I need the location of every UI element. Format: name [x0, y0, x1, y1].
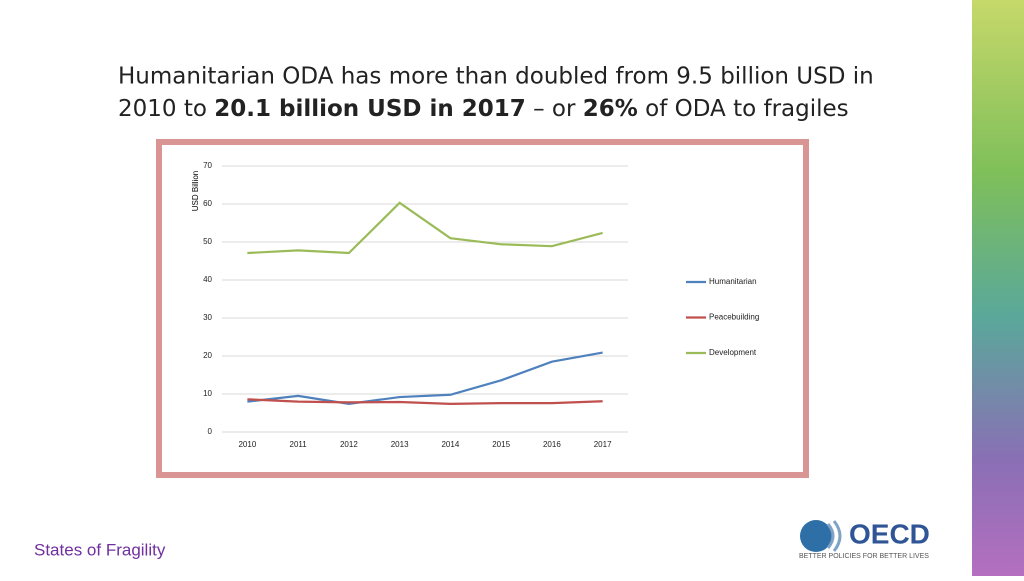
y-tick-label: 0 — [208, 427, 213, 436]
legend-label: Humanitarian — [709, 277, 757, 286]
title-part: 2010 to — [118, 96, 214, 122]
legend-label: Development — [709, 348, 757, 357]
logo-mark — [826, 520, 842, 552]
legend-label: Peacebuilding — [709, 313, 759, 322]
y-tick-label: 10 — [203, 389, 212, 398]
logo-tagline: BETTER POLICIES FOR BETTER LIVES — [799, 553, 929, 560]
logo-name: OECD — [849, 518, 930, 549]
y-tick-label: 70 — [203, 161, 212, 170]
data-line — [247, 201, 603, 255]
y-axis-label: USD Billion — [191, 171, 200, 211]
x-tick-label: 2015 — [492, 440, 510, 449]
logo-mark — [800, 520, 832, 552]
x-tick-label: 2017 — [594, 440, 612, 449]
x-tick-label: 2013 — [391, 440, 409, 449]
chart-frame — [156, 139, 809, 478]
x-tick-label: 2016 — [543, 440, 561, 449]
x-tick-label: 2012 — [340, 440, 358, 449]
y-tick-label: 50 — [203, 237, 212, 246]
title-part: 26% — [583, 96, 638, 122]
x-tick-label: 2011 — [290, 440, 308, 449]
slide-title-line: 2010 to 20.1 billion USD in 2017 – or 26… — [118, 96, 849, 122]
y-tick-label: 20 — [203, 351, 212, 360]
y-tick-label: 40 — [203, 275, 212, 284]
data-line — [247, 398, 603, 405]
y-tick-label: 30 — [203, 313, 212, 322]
x-tick-label: 2010 — [238, 440, 256, 449]
title-part: of ODA to fragiles — [638, 96, 849, 122]
title-part: – or — [526, 96, 583, 122]
x-tick-label: 2014 — [441, 440, 459, 449]
title-part: 20.1 billion USD in 2017 — [214, 96, 526, 122]
y-tick-label: 60 — [203, 199, 212, 208]
decor-strip — [972, 0, 1024, 576]
data-line — [247, 351, 603, 405]
footer: States of Fragility — [34, 540, 166, 559]
slide-title-line: Humanitarian ODA has more than doubled f… — [118, 64, 874, 90]
